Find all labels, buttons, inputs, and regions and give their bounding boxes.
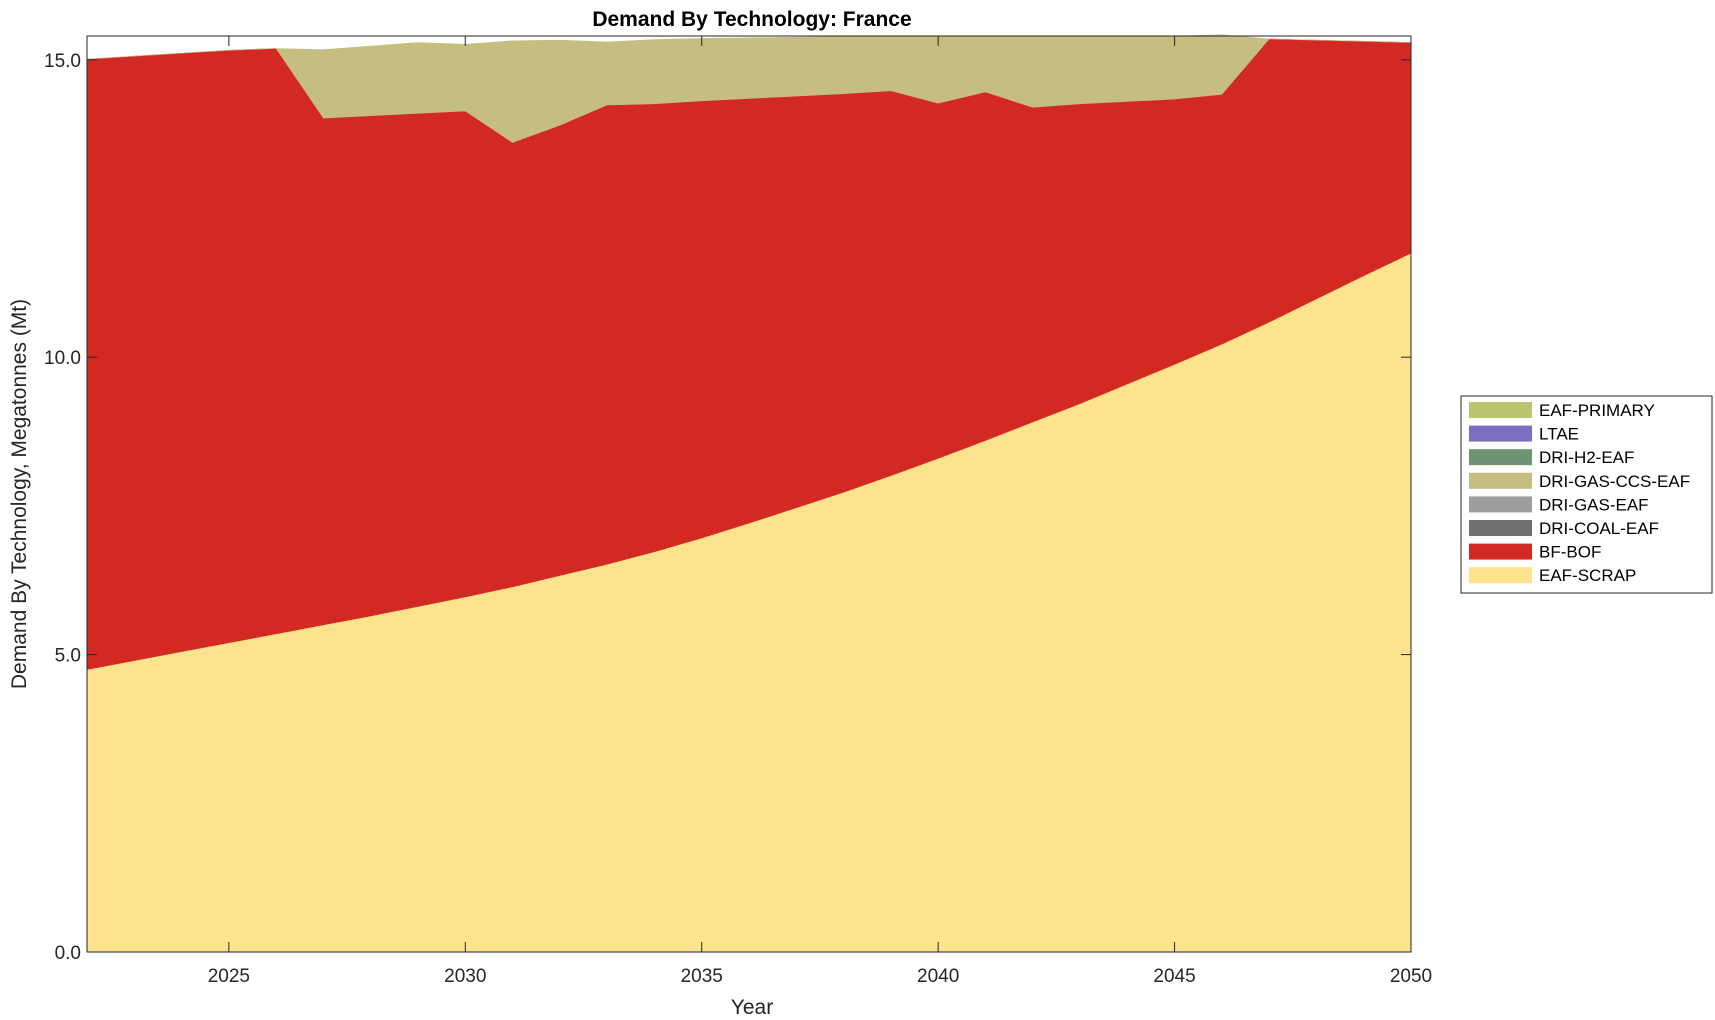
legend-swatch-dri-h2-eaf: [1469, 449, 1532, 466]
legend-swatch-dri-coal-eaf: [1469, 520, 1532, 536]
legend-swatch-eaf-scrap: [1469, 567, 1532, 584]
y-tick-label: 15.0: [44, 51, 81, 72]
legend-swatch-ltae: [1469, 425, 1532, 442]
legend-label-dri-gas-eaf: DRI-GAS-EAF: [1539, 495, 1649, 514]
legend-label-dri-coal-eaf: DRI-COAL-EAF: [1539, 519, 1659, 538]
x-tick-label: 2045: [1153, 966, 1195, 987]
y-tick-label: 10.0: [44, 348, 81, 369]
legend-label-eaf-scrap: EAF-SCRAP: [1539, 566, 1636, 585]
legend-swatch-eaf-primary: [1469, 402, 1532, 418]
legend-label-ltae: LTAE: [1539, 425, 1579, 444]
stacked-areas: [86, 34, 1412, 953]
x-axis: 2025 2030 2035 2040 2045 2050: [208, 36, 1432, 987]
legend-swatch-dri-gas-eaf: [1469, 496, 1532, 513]
x-tick-label: 2025: [208, 966, 250, 987]
legend-label-bf-bof: BF-BOF: [1539, 543, 1601, 562]
x-tick-label: 2040: [917, 966, 959, 987]
legend-swatch-dri-gas-ccs-eaf: [1469, 472, 1532, 489]
y-tick-label: 0.0: [55, 943, 81, 964]
x-tick-label: 2035: [681, 966, 723, 987]
legend-label-eaf-primary: EAF-PRIMARY: [1539, 401, 1655, 420]
x-tick-label: 2030: [444, 966, 486, 987]
plot-frame: [86, 35, 1412, 953]
legend-label-dri-h2-eaf: DRI-H2-EAF: [1539, 448, 1634, 467]
x-tick-label: 2050: [1390, 966, 1432, 987]
legend-label-dri-gas-ccs-eaf: DRI-GAS-CCS-EAF: [1539, 472, 1690, 491]
legend-items: EAF-PRIMARY LTAE DRI-H2-EAF DRI-GAS-CCS-EAF…: [1469, 401, 1690, 585]
legend: EAF-PRIMARY LTAE DRI-H2-EAF DRI-GAS-CCS-EAF…: [1460, 395, 1713, 594]
chart-title: Demand By Technology: France: [592, 8, 911, 31]
y-tick-label: 5.0: [55, 646, 81, 667]
x-axis-label: Year: [731, 996, 773, 1019]
y-axis-label: Demand By Technology, Megatonnes (Mt): [8, 299, 31, 689]
y-axis: 0.0 5.0 10.0 15.0: [44, 51, 1411, 964]
legend-swatch-bf-bof: [1469, 543, 1532, 560]
